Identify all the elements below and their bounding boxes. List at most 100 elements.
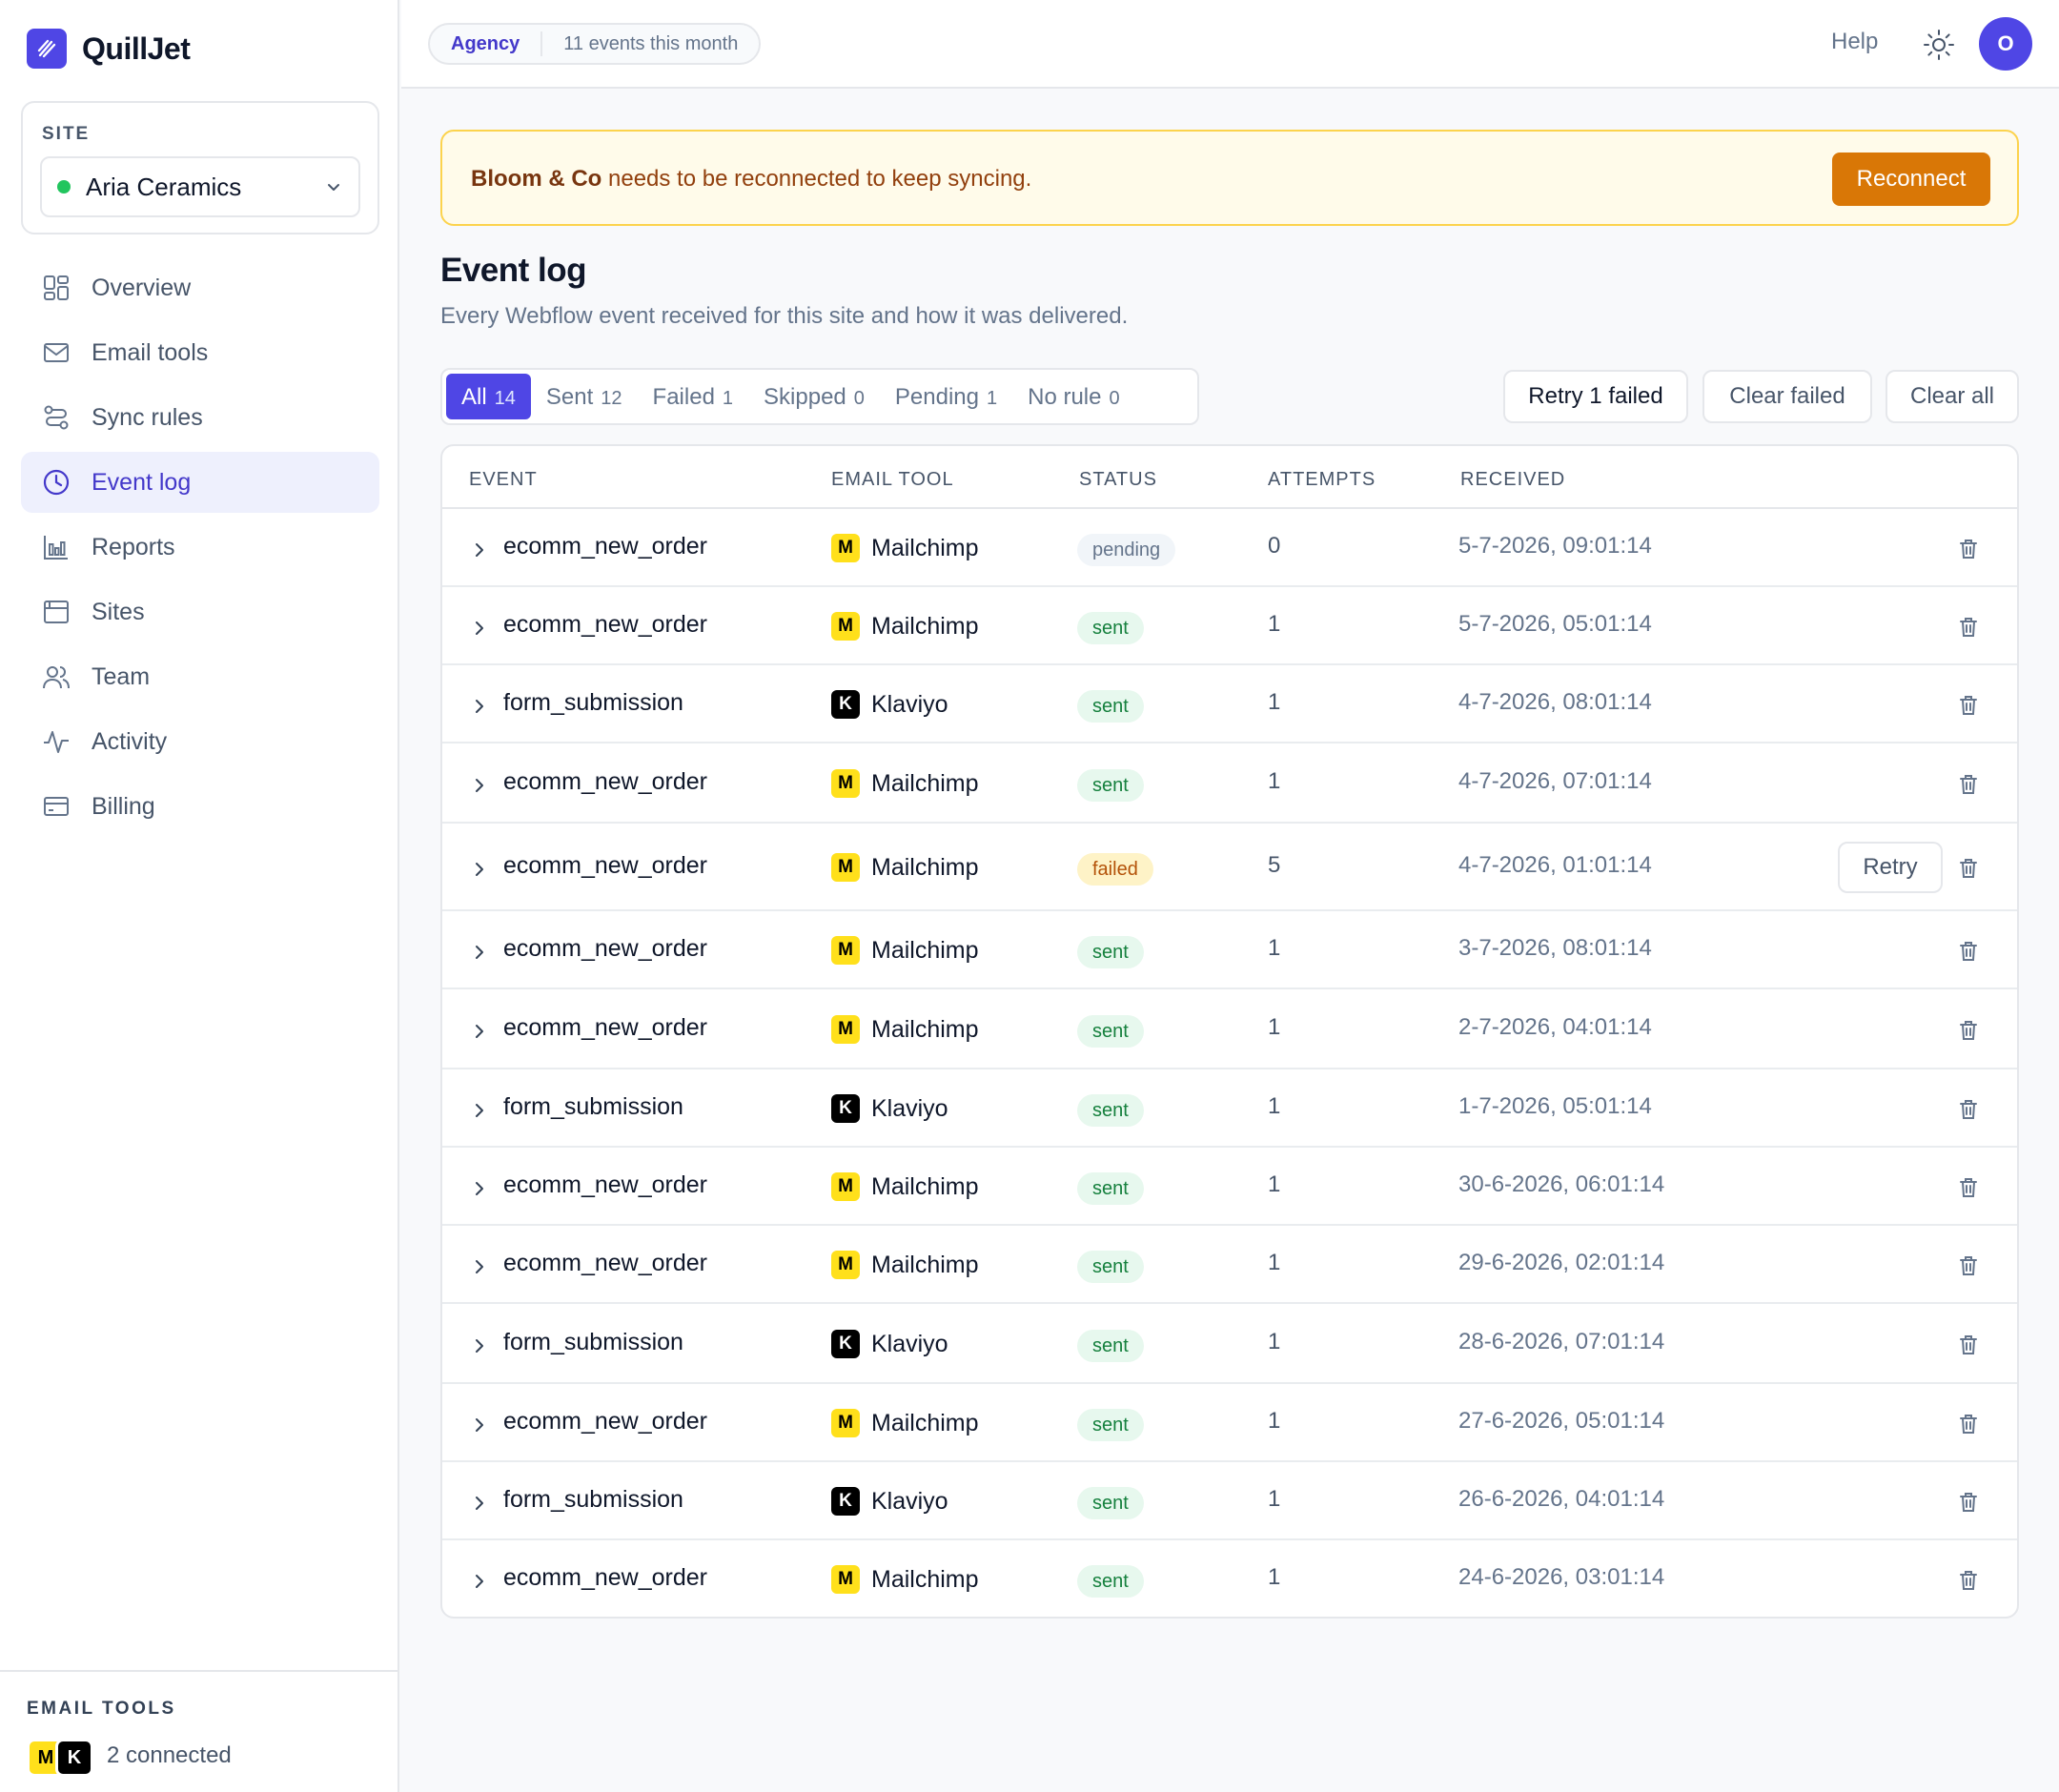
chevron-right-icon[interactable] (471, 1573, 488, 1590)
tool-name: Mailchimp (871, 1015, 979, 1043)
status-badge: sent (1077, 1487, 1144, 1519)
chevron-right-icon[interactable] (471, 1102, 488, 1119)
tool-name: Mailchimp (871, 769, 979, 797)
route-icon (40, 401, 72, 434)
table-row[interactable]: ecomm_new_order M Mailchimp sent 1 24-6-2026,… (442, 1540, 2017, 1617)
trash-icon[interactable] (1958, 1019, 1979, 1042)
tab-all[interactable]: All 14 (446, 374, 531, 419)
chevron-right-icon[interactable] (471, 861, 488, 878)
chevron-right-icon[interactable] (471, 1337, 488, 1354)
site-select[interactable]: Aria Ceramics (40, 156, 360, 217)
tab-sent[interactable]: Sent 12 (531, 374, 638, 419)
table-row[interactable]: ecomm_new_order M Mailchimp sent 1 30-6-2026,… (442, 1148, 2017, 1226)
clear-all-button[interactable]: Clear all (1886, 370, 2019, 423)
trash-icon[interactable] (1958, 1413, 1979, 1436)
sidebar-item-sites[interactable]: Sites (21, 581, 379, 642)
mailchimp-logo-icon: M (831, 853, 860, 882)
tab-pending[interactable]: Pending 1 (880, 374, 1012, 419)
email-tool: M Mailchimp (831, 1409, 979, 1437)
trash-icon[interactable] (1958, 1176, 1979, 1199)
sidebar-item-overview[interactable]: Overview (21, 257, 379, 318)
trash-icon[interactable] (1958, 1098, 1979, 1121)
column-header-attempts[interactable]: ATTEMPTS (1268, 469, 1376, 490)
table-row[interactable]: ecomm_new_order M Mailchimp sent 1 5-7-2026, … (442, 587, 2017, 665)
sidebar: QuillJet SITE Aria Ceramics Overview Ema… (0, 0, 399, 1792)
tab-count: 0 (853, 388, 865, 409)
chevron-right-icon[interactable] (471, 777, 488, 794)
table-row[interactable]: form_submission K Klaviyo sent 1 1-7-2026, 05… (442, 1069, 2017, 1148)
tab-skipped[interactable]: Skipped 0 (748, 374, 880, 419)
chevron-right-icon[interactable] (471, 698, 488, 715)
theme-toggle-button[interactable] (1919, 25, 1959, 65)
attempts-count: 1 (1268, 1250, 1281, 1275)
trash-icon[interactable] (1958, 857, 1979, 880)
trash-icon[interactable] (1958, 1491, 1979, 1514)
reconnect-button[interactable]: Reconnect (1832, 153, 1990, 206)
sidebar-item-team[interactable]: Team (21, 646, 379, 707)
sidebar-item-reports[interactable]: Reports (21, 517, 379, 578)
table-row[interactable]: ecomm_new_order M Mailchimp sent 1 4-7-2026, … (442, 743, 2017, 824)
column-header-event[interactable]: EVENT (469, 469, 538, 490)
page-subtitle: Every Webflow event received for this si… (440, 303, 1129, 329)
table-row[interactable]: ecomm_new_order M Mailchimp pending 0 5-7-202… (442, 509, 2017, 587)
klaviyo-logo-icon: K (831, 1330, 860, 1358)
chevron-right-icon[interactable] (471, 1416, 488, 1434)
tab-failed[interactable]: Failed 1 (638, 374, 749, 419)
quilljet-logo-icon (27, 29, 67, 69)
chevron-right-icon[interactable] (471, 620, 488, 637)
sidebar-item-sync-rules[interactable]: Sync rules (21, 387, 379, 448)
column-header-status[interactable]: STATUS (1079, 469, 1157, 490)
mailchimp-logo-icon: M (831, 1409, 860, 1437)
sidebar-item-event-log[interactable]: Event log (21, 452, 379, 513)
plan-pill[interactable]: Agency 11 events this month (428, 23, 762, 65)
email-tools-label: EMAIL TOOLS (27, 1699, 176, 1719)
chevron-right-icon[interactable] (471, 1495, 488, 1512)
table-row[interactable]: ecomm_new_order M Mailchimp sent 1 3-7-2026, … (442, 911, 2017, 989)
brand[interactable]: QuillJet (27, 29, 191, 69)
trash-icon[interactable] (1958, 940, 1979, 963)
app-name: QuillJet (82, 31, 191, 66)
trash-icon[interactable] (1958, 1254, 1979, 1277)
chevron-right-icon[interactable] (471, 1023, 488, 1040)
table-row[interactable]: ecomm_new_order M Mailchimp sent 1 2-7-2026, … (442, 989, 2017, 1069)
chevron-right-icon[interactable] (471, 1180, 488, 1197)
trash-icon[interactable] (1958, 616, 1979, 639)
sidebar-item-label: Overview (92, 274, 192, 301)
event-name: form_submission (503, 1329, 683, 1355)
chevron-right-icon[interactable] (471, 944, 488, 961)
avatar[interactable]: O (1979, 17, 2032, 71)
sidebar-item-email-tools[interactable]: Email tools (21, 322, 379, 383)
column-header-email-tool[interactable]: EMAIL TOOL (831, 469, 954, 490)
table-row[interactable]: ecomm_new_order M Mailchimp sent 1 27-6-2026,… (442, 1384, 2017, 1462)
table-row[interactable]: ecomm_new_order M Mailchimp failed 5 4-7-2026… (442, 824, 2017, 911)
site-switcher-card: SITE Aria Ceramics (21, 101, 379, 234)
table-row[interactable]: form_submission K Klaviyo sent 1 4-7-2026, 08… (442, 665, 2017, 743)
plan-usage: 11 events this month (563, 32, 739, 54)
trash-icon[interactable] (1958, 538, 1979, 560)
column-header-received[interactable]: RECEIVED (1460, 469, 1566, 490)
attempts-count: 1 (1268, 689, 1281, 715)
table-row[interactable]: ecomm_new_order M Mailchimp sent 1 29-6-2026,… (442, 1226, 2017, 1304)
tab-no-rule[interactable]: No rule 0 (1012, 374, 1135, 419)
row-retry-button[interactable]: Retry (1838, 842, 1943, 893)
table-row[interactable]: form_submission K Klaviyo sent 1 26-6-2026, 0… (442, 1462, 2017, 1540)
chevron-right-icon[interactable] (471, 541, 488, 559)
plan-divider (540, 31, 543, 56)
sidebar-item-billing[interactable]: Billing (21, 776, 379, 837)
received-timestamp: 26-6-2026, 04:01:14 (1458, 1486, 1665, 1512)
sidebar-item-activity[interactable]: Activity (21, 711, 379, 772)
trash-icon[interactable] (1958, 1334, 1979, 1356)
connected-count[interactable]: 2 connected (107, 1742, 232, 1768)
chevron-right-icon[interactable] (471, 1258, 488, 1275)
trash-icon[interactable] (1958, 1569, 1979, 1592)
tab-count: 12 (601, 388, 622, 409)
retry-failed-button[interactable]: Retry 1 failed (1503, 370, 1688, 423)
trash-icon[interactable] (1958, 773, 1979, 796)
status-badge: sent (1077, 936, 1144, 968)
clock-icon (40, 466, 72, 499)
help-link[interactable]: Help (1831, 29, 1879, 54)
trash-icon[interactable] (1958, 694, 1979, 717)
table-row[interactable]: form_submission K Klaviyo sent 1 28-6-2026, 0… (442, 1304, 2017, 1384)
clear-failed-button[interactable]: Clear failed (1702, 370, 1872, 423)
email-tool: M Mailchimp (831, 1251, 979, 1279)
